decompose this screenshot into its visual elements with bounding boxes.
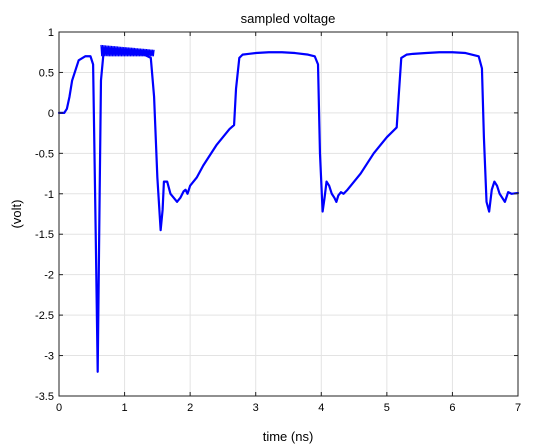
x-tick-label: 0: [56, 402, 62, 414]
x-tick-label: 2: [187, 402, 193, 414]
y-tick-label: -2: [44, 270, 54, 282]
x-tick-label: 3: [253, 402, 259, 414]
plot-area: [57, 44, 520, 373]
y-tick-label: -1.5: [35, 229, 54, 241]
y-tick-label: -3.5: [35, 391, 54, 403]
y-tick-label: 1: [48, 27, 54, 39]
x-tick-label: 4: [318, 402, 324, 414]
x-tick-label: 1: [122, 402, 128, 414]
axes-box: [58, 31, 519, 397]
y-tick-label: -1: [44, 189, 54, 201]
x-tick-label: 5: [384, 402, 390, 414]
series-line: [57, 50, 520, 373]
x-tick-label: 6: [449, 402, 455, 414]
x-tick-label: 7: [515, 402, 521, 414]
ticks: 0 1 2 3 4 5 6 7 1 0.5 0 -0.5 -1 -1.5 -2 -2.5 -3 -3.5: [35, 27, 521, 414]
x-axis-label: time (ns): [263, 429, 314, 444]
y-tick-label: -2.5: [35, 310, 54, 322]
y-tick-label: 0: [48, 108, 54, 120]
y-tick-label: 0.5: [39, 67, 54, 79]
y-tick-label: -0.5: [35, 148, 54, 160]
y-tick-label: -3: [44, 351, 54, 363]
ringing-band: [100, 44, 155, 57]
chart-title: sampled voltage: [241, 11, 336, 26]
y-axis-label: (volt): [9, 200, 24, 229]
